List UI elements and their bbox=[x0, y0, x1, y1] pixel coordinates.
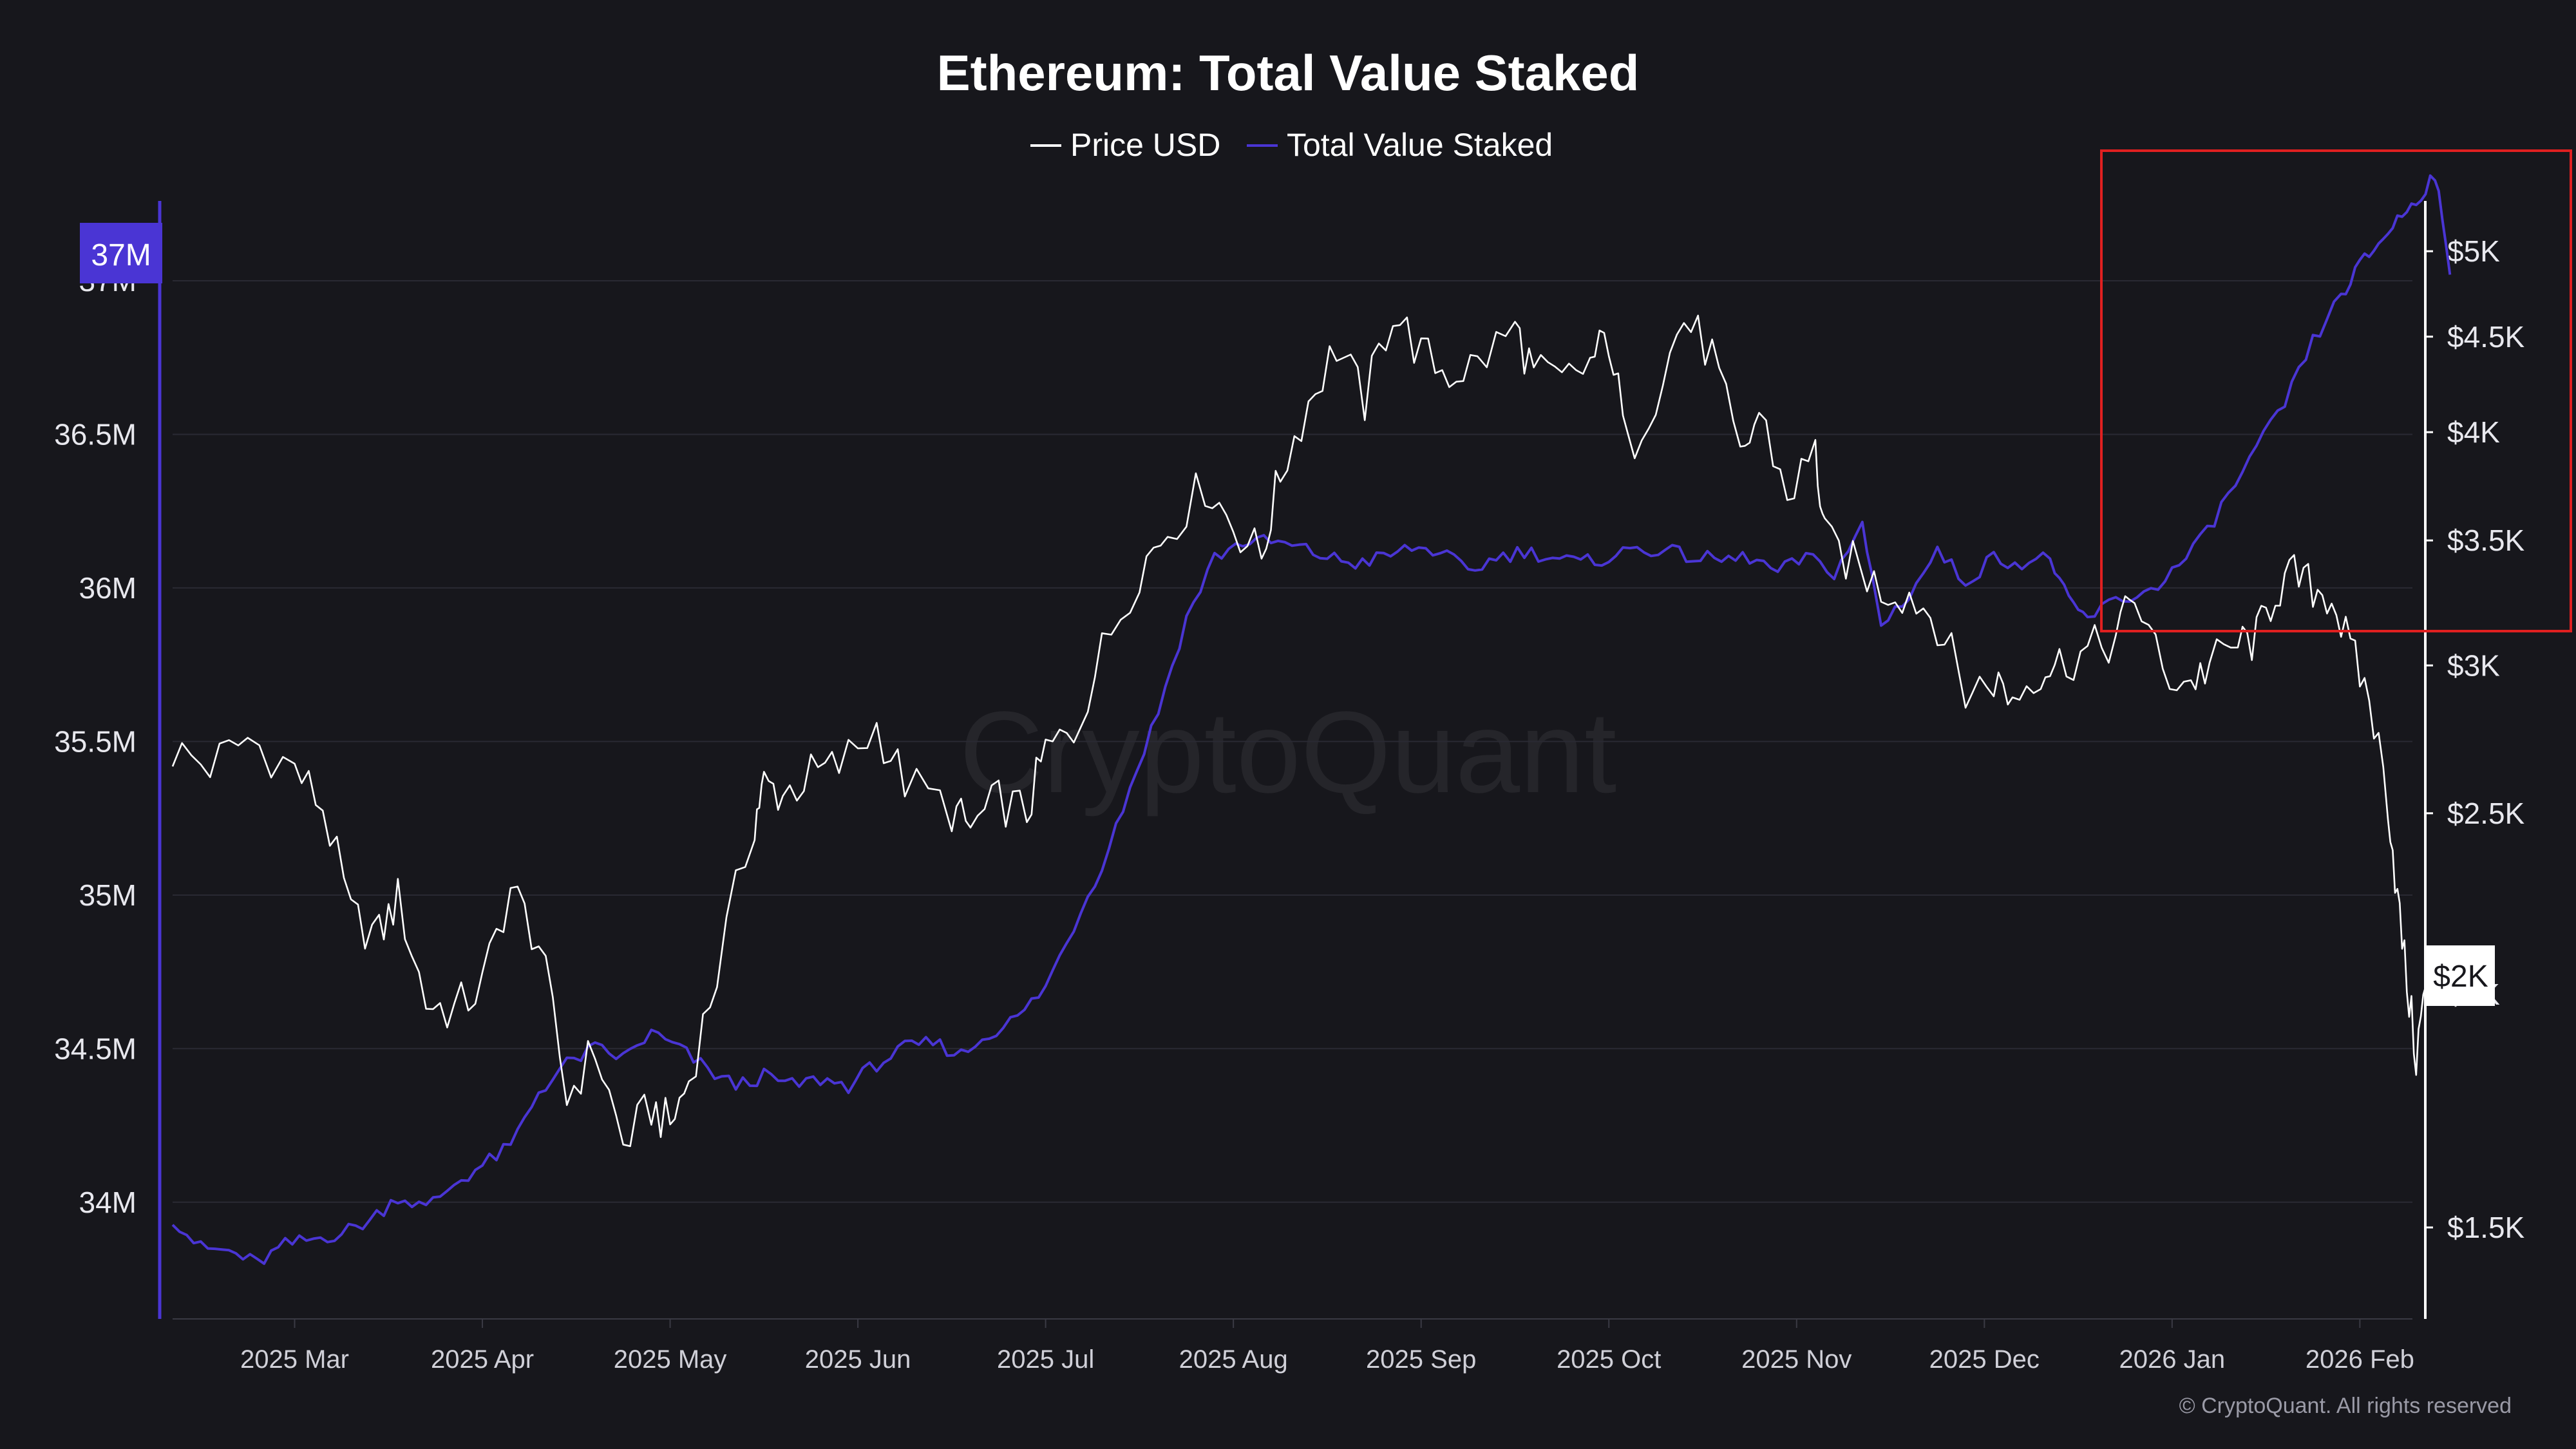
left-tick-label: 35.5M bbox=[54, 724, 137, 758]
legend: Price USD Total Value Staked bbox=[1030, 127, 1553, 163]
left-tick-label: 36M bbox=[79, 571, 137, 605]
right-badge-background bbox=[2427, 945, 2495, 1006]
x-tick-label: 2025 Oct bbox=[1557, 1345, 1661, 1374]
right-badge-text: $2K bbox=[2433, 960, 2488, 994]
x-tick-label: 2026 Feb bbox=[2306, 1345, 2414, 1374]
chart-title: Ethereum: Total Value Staked bbox=[937, 44, 1640, 101]
right-tick-label: $5K bbox=[2447, 234, 2500, 268]
x-tick-label: 2025 Sep bbox=[1366, 1345, 1476, 1374]
highlight-box bbox=[2100, 149, 2572, 632]
watermark: CryptoQuant bbox=[960, 688, 1617, 817]
x-tick-label: 2025 Aug bbox=[1179, 1345, 1288, 1374]
x-tick-label: 2025 Nov bbox=[1741, 1345, 1852, 1374]
x-tick-label: 2026 Jan bbox=[2119, 1345, 2226, 1374]
right-value-badge: $2K bbox=[2427, 945, 2495, 1006]
x-tick-label: 2025 Mar bbox=[240, 1345, 349, 1374]
series-line-total-value-staked bbox=[171, 174, 2452, 1265]
x-tick-label: 2025 Apr bbox=[431, 1345, 534, 1374]
legend-label-staked: Total Value Staked bbox=[1287, 127, 1553, 163]
copyright: © CryptoQuant. All rights reserved bbox=[2179, 1394, 2512, 1418]
right-tick-label: $2.5K bbox=[2447, 797, 2525, 830]
x-tick-label: 2025 May bbox=[614, 1345, 727, 1374]
legend-label-price: Price USD bbox=[1070, 127, 1220, 163]
left-tick-label: 34.5M bbox=[54, 1032, 137, 1065]
series-line-price-usd bbox=[171, 314, 2451, 1148]
left-badge-text: 37M bbox=[91, 238, 151, 272]
x-tick-label: 2025 Dec bbox=[1929, 1345, 2040, 1374]
left-badge-background bbox=[80, 223, 162, 283]
right-tick-label: $4K bbox=[2447, 415, 2500, 449]
x-tick-label: 2025 Jul bbox=[997, 1345, 1094, 1374]
right-tick-label: $4.5K bbox=[2447, 320, 2525, 354]
series-layer bbox=[171, 174, 2452, 1265]
right-tick-label: $3.5K bbox=[2447, 524, 2525, 557]
gridlines bbox=[173, 280, 2412, 1203]
left-tick-label: 35M bbox=[79, 878, 137, 912]
left-tick-label: 36.5M bbox=[54, 417, 137, 451]
right-tick-label: $1.5K bbox=[2447, 1211, 2525, 1244]
right-tick-label: $3K bbox=[2447, 649, 2500, 682]
x-tick-label: 2025 Jun bbox=[805, 1345, 911, 1374]
left-value-badge: 37M bbox=[80, 223, 162, 283]
left-tick-label: 34M bbox=[79, 1186, 137, 1219]
x-axis-ticks: 2025 Mar 2025 Apr 2025 May 2025 Jun 2025 Jul… bbox=[240, 1319, 2414, 1374]
